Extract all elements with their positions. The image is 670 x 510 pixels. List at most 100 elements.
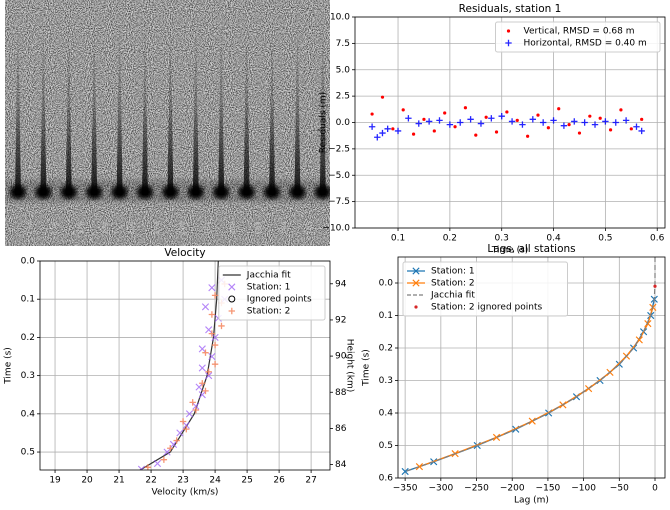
legend: Jacchia fit Station: 1 Ignored points Stati… — [218, 265, 326, 321]
y-tick-label: 0.1 — [21, 295, 35, 305]
y-tick-label: 0.0 — [379, 279, 394, 289]
y2-tick-label: 88 — [335, 388, 347, 398]
marker-plus — [368, 123, 376, 130]
marker-plus — [394, 127, 402, 135]
axes-frame — [39, 260, 331, 471]
marker-x — [528, 417, 536, 425]
marker-plus — [602, 118, 609, 125]
x-tick-label: −100 — [571, 484, 596, 494]
marker-dot — [474, 133, 478, 137]
marker-plus — [405, 115, 412, 122]
chart: −350 −300 −250 −200 −150 −100 −50 0 0.0 0.1 0.2 0.3… — [362, 243, 666, 506]
y-tick-label: 10.0 — [330, 13, 350, 23]
y-tick-label: −2.5 — [328, 144, 350, 154]
x-tick-label: 27 — [305, 476, 316, 486]
y-axis-label: Time (s) — [362, 349, 372, 387]
legend-marker — [228, 295, 236, 303]
marker-dot — [380, 95, 385, 99]
meteor-streak — [15, 10, 21, 195]
x-axis-label: Time (s) — [491, 246, 529, 256]
y-tick-label: 0.2 — [379, 344, 393, 354]
frame-label: 184 — [280, 221, 288, 235]
y-tick-label: 0.6 — [379, 474, 394, 484]
marker-dot — [370, 112, 374, 116]
y-tick-label: 2.5 — [336, 92, 350, 102]
marker-plus — [581, 119, 588, 126]
plot-marks — [368, 95, 645, 141]
marker-dot — [640, 117, 644, 121]
x-tick-label: 24 — [209, 476, 221, 486]
marker-plus — [179, 418, 187, 425]
legend-box — [495, 21, 661, 53]
legend: Vertical, RMSD = 0.68 m Horizontal, RMSD … — [495, 21, 661, 53]
axes-frame — [397, 256, 666, 479]
marker-x — [137, 465, 146, 470]
x-tick-label: −350 — [393, 484, 418, 494]
meteor-streak — [91, 10, 98, 195]
x-tick-label: 0.5 — [598, 234, 612, 244]
legend-marker — [506, 29, 511, 33]
marker-plus — [211, 341, 219, 349]
y2-axis-label: Height (km) — [345, 339, 355, 393]
y2-tick-label: 90 — [335, 352, 347, 362]
legend-label: Station: 2 — [431, 279, 475, 289]
marker-x — [192, 402, 200, 410]
marker-dot — [432, 129, 436, 133]
marker-plus — [211, 360, 219, 368]
legend-marker — [228, 307, 235, 315]
frame-label: 180 — [178, 221, 186, 234]
y-tick-label: 0.4 — [379, 409, 394, 419]
x-tick-label: 20 — [81, 476, 93, 486]
legend-box — [402, 261, 568, 317]
x-axis-label: Lag (m) — [514, 496, 549, 506]
meteor-blob — [289, 185, 306, 199]
marker-x — [644, 320, 652, 328]
marker-plus — [498, 112, 505, 120]
marker-plus — [550, 117, 557, 124]
marker-x — [198, 345, 206, 353]
x-tick-label: 25 — [241, 476, 252, 486]
meteor-streak — [65, 10, 72, 195]
x-tick-label: 26 — [273, 476, 285, 486]
marker-dot — [505, 110, 509, 114]
marker-plus — [638, 127, 645, 135]
y-tick-label: 0.0 — [336, 118, 351, 128]
y2-tick-label: 86 — [335, 424, 347, 434]
marker-x — [163, 448, 171, 456]
marker-plus — [529, 116, 537, 123]
meteor-blob — [238, 185, 255, 199]
marker-plus — [144, 464, 152, 470]
y-tick-label: 0.5 — [379, 441, 393, 451]
legend-marker — [412, 267, 420, 275]
x-tick-label: −50 — [610, 484, 629, 494]
legend-label: Ignored points — [247, 295, 312, 305]
x-tick-label: 19 — [49, 476, 61, 486]
marker-plus — [218, 322, 225, 330]
x-tick-label: 0.2 — [443, 234, 457, 244]
marker-plus — [436, 117, 443, 124]
x-tick-label: −250 — [464, 484, 489, 494]
legend-marker — [505, 39, 512, 47]
legend-marker — [228, 283, 236, 291]
legend: Station: 1 Station: 2 Jacchia fit Station: … — [402, 261, 568, 317]
marker-x — [401, 467, 409, 476]
chart: 0.1 0.2 0.3 0.4 0.5 0.6 −10.0 −7.5 −5.0 −2.5 0.0 2.… — [319, 3, 666, 256]
marker-x — [205, 372, 213, 380]
marker-dot — [401, 108, 405, 112]
marker-plus — [160, 456, 168, 463]
marker-x — [415, 463, 424, 471]
meteor-blob — [60, 185, 77, 199]
chart-title: Residuals, station 1 — [459, 3, 562, 15]
y-tick-label: −10.0 — [322, 224, 350, 234]
legend-box — [218, 265, 326, 321]
x-tick-label: 0 — [652, 484, 658, 494]
chart-title: Lags, all stations — [487, 243, 575, 255]
meteor-streak — [243, 10, 250, 195]
marker-plus — [560, 122, 568, 129]
marker-x — [201, 303, 210, 311]
marker-plus — [425, 118, 433, 125]
marker-x — [169, 440, 178, 448]
y2-tick-label: 94 — [335, 279, 347, 289]
marker-dot — [484, 115, 488, 119]
